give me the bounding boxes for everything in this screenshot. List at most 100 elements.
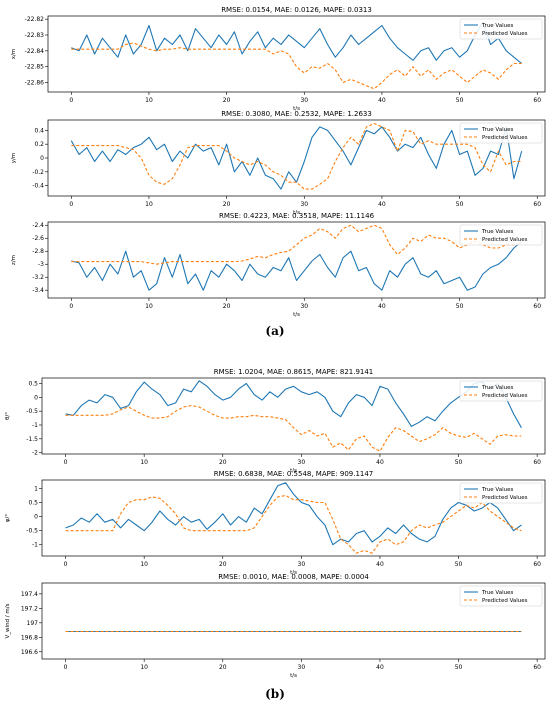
y-tick-label: -1 [32,542,38,549]
caption-a: (a) [265,324,285,338]
legend-box [459,585,543,607]
x-tick-label: 20 [223,97,231,104]
y-tick-label: -2.4 [32,222,44,229]
x-tick-label: 0 [64,561,68,568]
legend-label-predicted: Predicted Values [482,135,528,141]
legend-label-predicted: Predicted Values [482,495,528,501]
x-tick-label: 30 [298,459,306,466]
x-tick-label: 20 [223,303,231,310]
y-tick-label: -0.5 [26,408,38,415]
y-tick-label: -2.8 [32,248,44,255]
chart-2: RMSE: 0.3080, MAE: 0.2532, MAPE: 1.2633 0… [11,110,546,216]
x-tick-label: 10 [140,561,148,568]
plot-frame [41,479,546,557]
legend: True Values Predicted Values [459,482,543,504]
chart-title: RMSE: 0.0010, MAE: 0.0008, MAPE: 0.0004 [218,573,369,581]
y-tick-label: -3.2 [32,274,44,281]
x-axis-label: t/s [290,570,297,576]
x-tick-label: 0 [64,459,68,466]
x-tick-label: 40 [376,561,384,568]
y-tick-label: 0.2 [34,141,44,148]
y-axis-label: y/m [11,153,17,163]
x-tick-label: 50 [455,561,463,568]
x-tick-label: 40 [376,459,384,466]
y-tick-label: 0.4 [34,127,44,134]
legend-label-predicted: Predicted Values [482,237,528,243]
chart-5: RMSE: 0.6838, MAE: 0.5548, MAPE: 909.114… [5,470,546,576]
legend-label-true: True Values [481,590,514,596]
x-tick-label: 0 [64,664,68,671]
y-tick-label: -0.4 [32,183,44,190]
y-tick-label: -2 [32,450,38,457]
y-axis-label: V_wind / m/s [5,603,11,638]
x-tick-label: 10 [140,459,148,466]
legend-label-true: True Values [481,487,514,493]
y-tick-label: -1 [32,422,38,429]
plot-frame [47,221,546,299]
legend: True Values Predicted Values [459,18,543,40]
x-tick-label: 0 [69,97,73,104]
y-tick-label: 0.5 [28,500,38,507]
caption-b: (b) [265,687,285,701]
legend: True Values Predicted Values [459,380,543,402]
y-tick-label: -22.86 [25,80,45,87]
y-tick-label: -2.6 [32,235,44,242]
legend-box [459,482,543,504]
x-tick-label: 30 [298,561,306,568]
chart-4: RMSE: 1.0204, MAE: 0.8615, MAPE: 821.914… [5,368,546,474]
x-tick-label: 60 [533,303,541,310]
series-predicted-line [71,122,522,190]
x-tick-label: 30 [298,664,306,671]
x-tick-label: 60 [533,561,541,568]
series-predicted-line [65,405,522,452]
x-tick-label: 0 [69,303,73,310]
legend-label-true: True Values [481,127,514,133]
x-tick-label: 10 [145,303,153,310]
y-tick-label: -0.2 [32,169,44,176]
x-tick-label: 10 [145,97,153,104]
legend: True Values Predicted Values [459,224,543,246]
legend-box [459,122,543,144]
chart-title: RMSE: 0.0154, MAE: 0.0126, MAPE: 0.0313 [221,6,372,14]
x-tick-label: 30 [300,303,308,310]
series-predicted-line [71,224,522,265]
x-tick-label: 40 [378,97,386,104]
plot-frame [41,377,546,455]
x-tick-label: 60 [533,459,541,466]
y-tick-label: 197.2 [21,605,38,612]
x-tick-label: 50 [456,201,464,208]
y-tick-label: 0 [34,514,38,521]
chart-3: RMSE: 0.4223, MAE: 0.3518, MAPE: 11.1146… [11,212,546,318]
plot-frame [41,582,546,660]
y-tick-label: 0.5 [28,381,38,388]
series-true-line [65,482,522,546]
y-tick-label: -1.5 [26,436,38,443]
x-axis-label: t/s [290,673,297,679]
x-tick-label: 50 [456,97,464,104]
x-tick-label: 20 [219,664,227,671]
x-tick-label: 30 [300,97,308,104]
chart-title: RMSE: 0.4223, MAE: 0.3518, MAPE: 11.1146 [219,212,375,220]
y-axis-label: φ/° [5,514,11,522]
y-axis-label: x/m [11,49,17,59]
legend-box [459,380,543,402]
x-axis-label: t/s [293,312,300,318]
legend-label-true: True Values [481,385,514,391]
legend-label-true: True Values [481,23,514,29]
series-true-line [71,241,523,291]
y-tick-label: 196.6 [21,649,38,656]
x-tick-label: 10 [140,664,148,671]
x-axis-label: t/s [293,210,300,216]
x-tick-label: 50 [455,459,463,466]
x-axis-label: t/s [290,468,297,474]
y-tick-label: 197 [27,620,39,627]
legend-label-predicted: Predicted Values [482,598,528,604]
chart-title: RMSE: 0.3080, MAE: 0.2532, MAPE: 1.2633 [221,110,372,118]
y-tick-label: 197.4 [21,591,38,598]
x-tick-label: 10 [145,201,153,208]
x-tick-label: 40 [378,303,386,310]
legend: True Values Predicted Values [459,585,543,607]
x-tick-label: 0 [69,201,73,208]
x-tick-label: 20 [219,561,227,568]
